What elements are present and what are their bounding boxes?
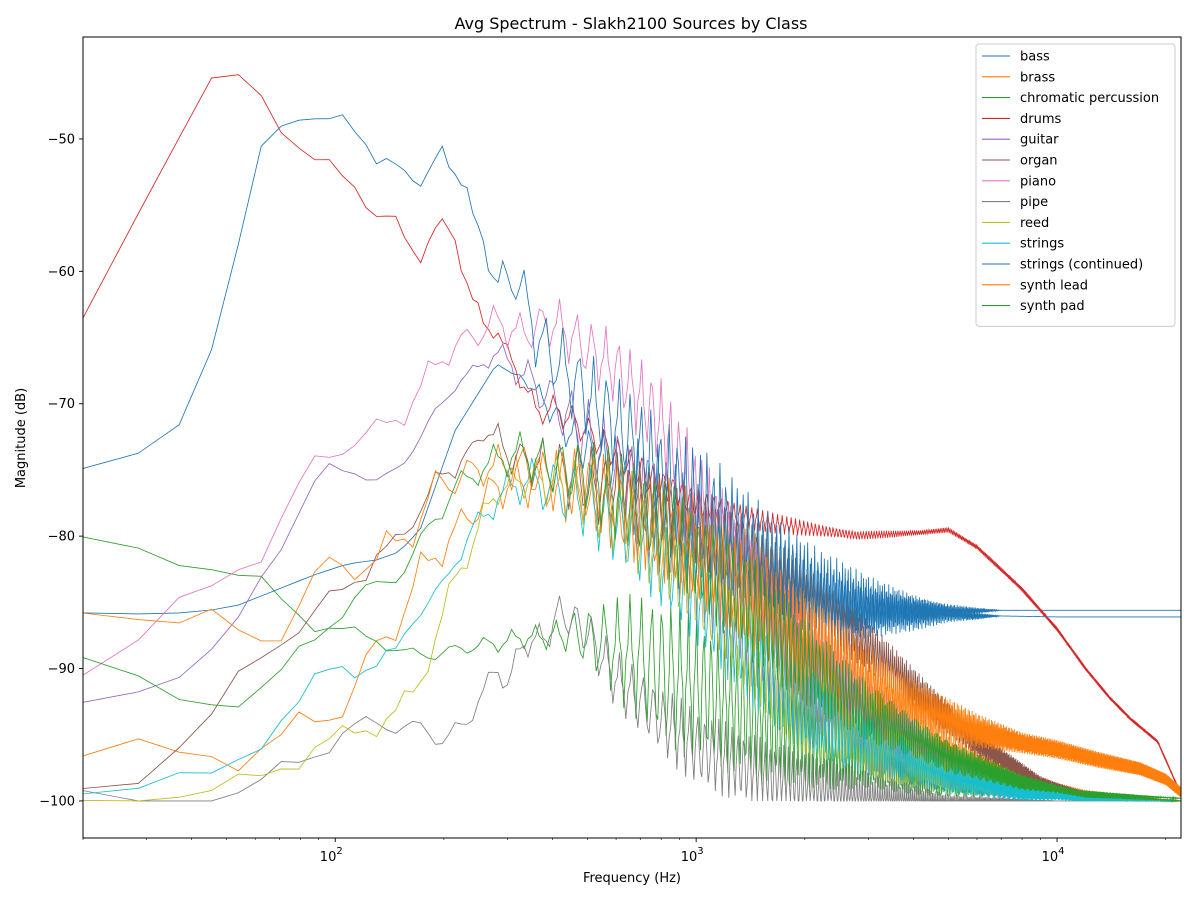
x-tick-exponent: 2 (336, 846, 342, 857)
y-tick-label: −70 (48, 397, 75, 412)
plot-frame (82, 36, 1182, 839)
legend-label: brass (1020, 70, 1055, 85)
series-line-bass (83, 364, 1181, 631)
legend-label: reed (1020, 216, 1049, 231)
legend-label: guitar (1020, 133, 1059, 148)
legend-label: synth lead (1020, 278, 1088, 293)
x-axis: 102 103 104 (82, 838, 1167, 865)
x-tick-label: 102 (320, 846, 343, 865)
legend-label: pipe (1020, 195, 1048, 210)
x-tick-exponent: 3 (697, 846, 703, 857)
legend-label: strings (1020, 237, 1064, 252)
legend: bass brass chromatic percussion drums guitar… (975, 43, 1176, 327)
legend-label: organ (1020, 154, 1058, 169)
x-tick-base: 10 (1042, 850, 1059, 865)
legend-label: drums (1020, 112, 1061, 127)
x-tick-exponent: 4 (1058, 846, 1064, 857)
legend-box (975, 43, 1176, 327)
y-axis-label: Magnitude (dB) (14, 388, 29, 488)
y-tick-label: −80 (48, 530, 75, 545)
x-tick-base: 10 (320, 850, 337, 865)
y-tick-label: −100 (39, 794, 75, 809)
series-layer (83, 74, 1181, 803)
legend-label: piano (1020, 174, 1056, 189)
x-tick-base: 10 (681, 850, 698, 865)
legend-label: synth pad (1020, 299, 1085, 314)
legend-label: bass (1020, 50, 1050, 65)
series-line-synth-pad (83, 431, 1181, 803)
y-tick-label: −60 (48, 265, 75, 280)
x-tick-label: 104 (1042, 846, 1065, 865)
series-line-strings-continued- (83, 114, 1181, 639)
series-line-strings (83, 457, 1181, 803)
y-tick-label: −90 (48, 662, 75, 677)
legend-label: chromatic percussion (1020, 91, 1159, 106)
y-axis: −100 −90 −80 −70 −60 −50 (39, 132, 83, 809)
series-line-drums (83, 74, 1181, 796)
x-tick-label: 103 (681, 846, 704, 865)
x-axis-label: Frequency (Hz) (583, 871, 681, 886)
y-tick-label: −50 (48, 132, 75, 147)
chart-title: Avg Spectrum - Slakh2100 Sources by Clas… (455, 14, 808, 33)
legend-label: strings (continued) (1020, 258, 1143, 273)
